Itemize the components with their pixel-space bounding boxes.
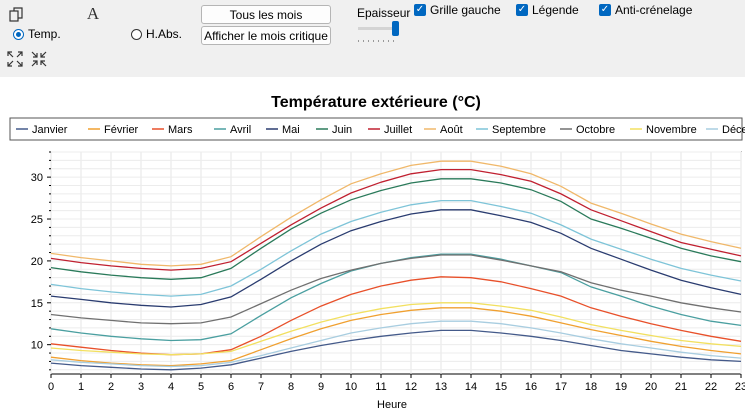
series-line-janvier bbox=[50, 329, 742, 371]
radio-temp[interactable]: Temp. bbox=[13, 27, 61, 41]
x-tick-label: 8 bbox=[288, 381, 294, 393]
thickness-slider[interactable] bbox=[358, 21, 404, 43]
slider-track bbox=[358, 27, 398, 30]
expand-icon[interactable] bbox=[6, 50, 24, 68]
radio-habs-label: H.Abs. bbox=[146, 27, 183, 41]
x-tick-label: 9 bbox=[318, 381, 324, 393]
y-tick-label: 15 bbox=[31, 298, 43, 310]
legend-item-label: Avril bbox=[230, 124, 251, 136]
y-tick-label: 30 bbox=[31, 172, 43, 184]
checkmark-icon: ✓ bbox=[516, 4, 528, 16]
radio-habs[interactable]: H.Abs. bbox=[131, 27, 182, 41]
radio-temp-label: Temp. bbox=[28, 27, 61, 41]
series-line-juillet bbox=[50, 168, 742, 271]
grid bbox=[50, 151, 742, 374]
antialias-checkbox[interactable]: ✓ Anti-crénelage bbox=[599, 3, 692, 17]
series-line-février bbox=[50, 307, 742, 367]
grid-left-checkbox[interactable]: ✓ Grille gauche bbox=[414, 3, 501, 17]
x-tick-label: 5 bbox=[198, 381, 204, 393]
x-tick-label: 15 bbox=[495, 381, 507, 393]
series-line-septembre bbox=[50, 199, 742, 297]
x-tick-label: 4 bbox=[168, 381, 174, 393]
x-tick-label: 0 bbox=[48, 381, 54, 393]
x-tick-label: 2 bbox=[108, 381, 114, 393]
thickness-label: Epaisseur bbox=[357, 6, 411, 20]
radio-temp-indicator bbox=[13, 28, 24, 40]
legend-item-label: Septembre bbox=[492, 124, 546, 136]
series-lines bbox=[50, 160, 742, 371]
x-tick-label: 7 bbox=[258, 381, 264, 393]
critical-month-button[interactable]: Afficher le mois critique bbox=[201, 26, 331, 45]
x-tick-label: 18 bbox=[585, 381, 597, 393]
series-line-août bbox=[50, 160, 742, 267]
legend-item-label: Janvier bbox=[32, 124, 68, 136]
legend-label: Légende bbox=[532, 3, 579, 17]
x-tick-label: 1 bbox=[78, 381, 84, 393]
legend-item-label: Février bbox=[104, 124, 139, 136]
legend: Janvier Février Mars Avril Mai Juin Juillet Aoû… bbox=[9, 117, 745, 141]
x-tick-label: 17 bbox=[555, 381, 567, 393]
slider-ticks bbox=[358, 40, 398, 42]
axes: 0 1 2 3 4 5 6 7 8 9 10 11 12 13 14 15 16 17 18 19 20 21 22 2310… bbox=[31, 151, 745, 393]
radio-habs-indicator bbox=[131, 28, 142, 40]
collapse-icon[interactable] bbox=[30, 50, 48, 68]
x-tick-label: 16 bbox=[525, 381, 537, 393]
x-tick-label: 22 bbox=[705, 381, 717, 393]
x-tick-label: 12 bbox=[405, 381, 417, 393]
x-tick-label: 10 bbox=[345, 381, 357, 393]
x-axis-label: Heure bbox=[377, 399, 407, 411]
legend-item-label: Mars bbox=[168, 124, 193, 136]
x-tick-label: 11 bbox=[375, 381, 386, 393]
legend-item-label: Novembre bbox=[646, 124, 697, 136]
checkmark-icon: ✓ bbox=[414, 4, 426, 16]
series-line-décembre bbox=[50, 320, 742, 368]
copy-icon[interactable] bbox=[7, 6, 25, 24]
x-tick-label: 14 bbox=[465, 381, 477, 393]
x-tick-label: 13 bbox=[435, 381, 447, 393]
legend-item-label: Juin bbox=[332, 124, 352, 136]
x-tick-label: 6 bbox=[228, 381, 234, 393]
all-months-button[interactable]: Tous les mois bbox=[201, 5, 331, 24]
slider-thumb[interactable] bbox=[392, 21, 399, 36]
temperature-chart: Température extérieure (°C) Janvier Févri… bbox=[9, 94, 745, 411]
grid-left-label: Grille gauche bbox=[430, 3, 501, 17]
legend-item-label: Août bbox=[440, 124, 463, 136]
checkmark-icon: ✓ bbox=[599, 4, 611, 16]
x-tick-label: 21 bbox=[675, 381, 687, 393]
series-line-juin bbox=[50, 178, 742, 280]
legend-item-label: Octobre bbox=[576, 124, 615, 136]
antialias-label: Anti-crénelage bbox=[615, 3, 693, 17]
x-tick-label: 19 bbox=[615, 381, 627, 393]
series-line-mai bbox=[50, 209, 742, 308]
legend-item-label: Juillet bbox=[384, 124, 412, 136]
chart-title: Température extérieure (°C) bbox=[271, 94, 481, 111]
y-tick-label: 25 bbox=[31, 214, 43, 226]
y-tick-label: 20 bbox=[31, 256, 43, 268]
legend-checkbox[interactable]: ✓ Légende bbox=[516, 3, 579, 17]
series-line-octobre bbox=[50, 254, 742, 325]
font-icon[interactable]: A bbox=[86, 4, 100, 23]
series-line-novembre bbox=[50, 302, 742, 356]
toolbar: A Temp. H.Abs. Tous les mois Afficher le… bbox=[0, 0, 745, 77]
x-tick-label: 3 bbox=[138, 381, 144, 393]
y-tick-label: 10 bbox=[31, 340, 43, 352]
x-tick-label: 20 bbox=[645, 381, 657, 393]
legend-item-label: Mai bbox=[282, 124, 300, 136]
legend-item-label: Décembre bbox=[722, 124, 745, 136]
x-tick-label: 23 bbox=[735, 381, 745, 393]
